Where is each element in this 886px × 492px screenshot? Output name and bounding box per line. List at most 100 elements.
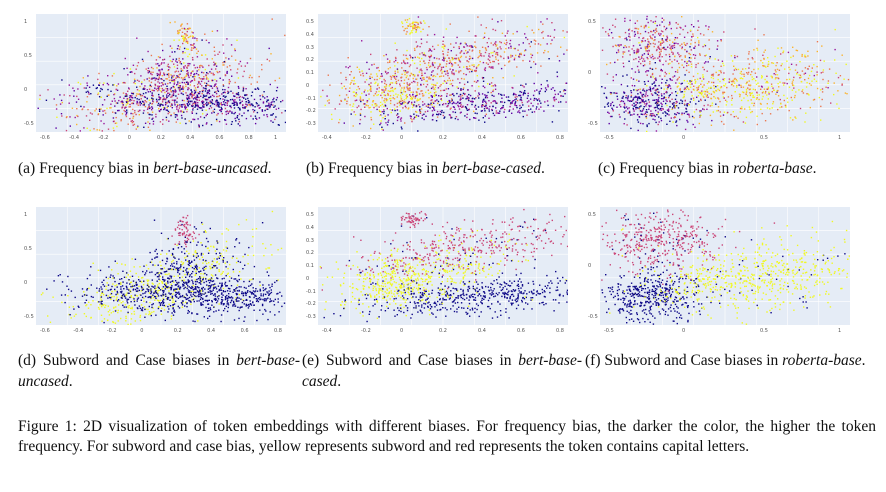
scatter-point xyxy=(256,103,258,105)
scatter-point xyxy=(699,111,701,113)
scatter-point xyxy=(680,91,682,93)
scatter-point xyxy=(419,69,421,71)
scatter-point xyxy=(102,110,104,112)
scatter-point xyxy=(377,66,379,69)
scatter-point xyxy=(171,47,173,49)
scatter-point xyxy=(618,35,620,38)
scatter-point xyxy=(525,83,527,85)
scatter-point xyxy=(194,75,196,78)
scatter-point xyxy=(189,84,191,86)
scatter-point xyxy=(192,289,194,291)
scatter-point xyxy=(454,62,456,64)
scatter-point xyxy=(115,112,117,114)
scatter-point xyxy=(692,54,695,56)
scatter-point xyxy=(174,289,176,291)
scatter-point xyxy=(138,279,140,281)
scatter-point xyxy=(763,58,765,60)
scatter-point xyxy=(206,72,208,74)
scatter-point xyxy=(433,102,435,104)
scatter-point xyxy=(662,97,664,100)
scatter-point xyxy=(467,89,469,91)
scatter-point xyxy=(489,83,491,85)
scatter-point xyxy=(449,61,452,63)
scatter-point xyxy=(406,96,408,99)
scatter-point xyxy=(271,254,273,256)
scatter-point xyxy=(623,91,625,93)
scatter-point xyxy=(658,104,660,106)
scatter-point xyxy=(245,88,247,90)
scatter-point xyxy=(449,23,451,25)
scatter-point xyxy=(186,260,189,263)
scatter-point xyxy=(112,127,115,129)
scatter-point xyxy=(125,306,127,308)
scatter-point xyxy=(176,48,179,50)
scatter-point xyxy=(193,97,196,99)
scatter-point xyxy=(742,86,745,88)
scatter-point xyxy=(504,64,506,67)
scatter-point xyxy=(139,314,142,317)
scatter-point xyxy=(328,102,330,104)
scatter-point xyxy=(730,113,732,116)
scatter-point xyxy=(631,30,633,32)
scatter-point xyxy=(225,111,227,113)
scatter-point xyxy=(68,306,71,308)
scatter-point xyxy=(326,95,328,97)
scatter-point xyxy=(444,57,446,59)
scatter-point xyxy=(650,113,652,115)
scatter-point xyxy=(210,68,213,70)
scatter-point xyxy=(460,77,463,80)
scatter-point xyxy=(186,40,188,43)
scatter-point xyxy=(236,39,238,41)
scatter-point xyxy=(722,96,725,98)
scatter-point xyxy=(243,70,245,73)
scatter-point xyxy=(792,84,794,86)
scatter-point xyxy=(488,110,490,112)
scatter-point xyxy=(843,78,845,80)
scatter-point xyxy=(399,85,401,87)
scatter-point xyxy=(148,107,151,110)
scatter-point xyxy=(637,69,640,71)
scatter-point xyxy=(458,102,461,104)
scatter-point xyxy=(348,90,351,92)
scatter-point xyxy=(650,93,653,95)
scatter-point xyxy=(191,95,193,98)
scatter-point xyxy=(625,95,627,97)
scatter-point xyxy=(739,107,742,110)
scatter-point xyxy=(359,114,362,116)
scatter-point xyxy=(550,88,553,90)
scatter-point xyxy=(132,93,134,95)
scatter-point xyxy=(616,92,618,94)
scatter-point xyxy=(83,313,86,315)
scatter-point xyxy=(753,104,755,107)
scatter-point xyxy=(238,223,240,226)
scatter-point xyxy=(655,16,657,18)
scatter-point xyxy=(211,30,214,32)
scatter-point xyxy=(196,98,198,101)
scatter-point xyxy=(187,94,189,97)
scatter-point xyxy=(272,99,274,101)
scatter-point xyxy=(187,273,189,275)
scatter-point xyxy=(216,70,218,73)
scatter-point xyxy=(370,119,373,121)
scatter-point xyxy=(278,124,280,126)
scatter-point xyxy=(673,44,676,46)
scatter-point xyxy=(113,277,115,279)
scatter-point xyxy=(649,35,652,37)
scatter-point xyxy=(677,43,679,45)
scatter-point xyxy=(442,46,445,48)
scatter-point xyxy=(642,60,644,62)
scatter-point xyxy=(507,30,509,32)
scatter-point xyxy=(262,313,264,315)
scatter-point xyxy=(645,111,647,113)
scatter-point xyxy=(148,71,151,73)
scatter-point xyxy=(468,45,470,47)
scatter-point xyxy=(367,90,369,92)
scatter-point xyxy=(641,41,643,43)
scatter-point xyxy=(262,102,265,104)
scatter-point xyxy=(423,78,425,81)
scatter-point xyxy=(377,84,379,87)
scatter-point xyxy=(252,118,254,120)
scatter-point xyxy=(457,78,459,80)
scatter-point xyxy=(471,50,473,52)
scatter-point xyxy=(163,62,165,64)
